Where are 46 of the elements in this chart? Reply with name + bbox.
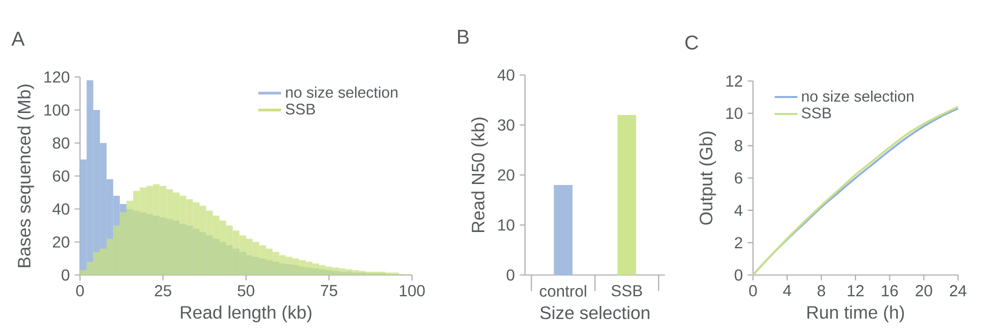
- x-tick-label: 12: [848, 285, 864, 296]
- x-tick-label: 16: [882, 285, 898, 296]
- y-tick-label: 12: [726, 75, 742, 87]
- y-tick-label: 80: [52, 137, 70, 149]
- x-tick-label: control: [540, 285, 586, 297]
- y-tick-label: 10: [726, 108, 742, 119]
- y-axis-title: Bases sequenced (Mb): [17, 84, 34, 268]
- y-tick-label: 6: [734, 172, 742, 184]
- y-tick-label: 40: [52, 203, 70, 215]
- y-tick-label: 0: [734, 269, 742, 281]
- y-tick-label: 60: [52, 170, 70, 182]
- chart-title: B: [458, 30, 469, 44]
- y-tick-label: 0: [506, 269, 514, 281]
- x-tick-label: 0: [749, 285, 757, 296]
- x-axis-title: Run time (h): [807, 306, 904, 322]
- x-tick-label: 25: [154, 285, 172, 296]
- x-tick-label: 75: [320, 285, 338, 296]
- x-tick-label: 20: [916, 285, 932, 296]
- x-tick-label: 100: [400, 285, 425, 296]
- y-tick-label: 20: [52, 236, 70, 248]
- x-tick-label: 4: [783, 285, 792, 296]
- x-tick-label: 0: [76, 285, 84, 296]
- y-tick-label: 30: [498, 119, 514, 131]
- x-tick-label: SSB: [612, 285, 642, 296]
- y-tick-label: 20: [498, 169, 514, 181]
- y-tick-label: 4: [734, 204, 742, 216]
- y-tick-label: 8: [734, 140, 742, 152]
- x-tick-label: 8: [818, 285, 826, 296]
- legend-label: no size selection: [802, 90, 914, 102]
- chart-title: C: [685, 35, 698, 50]
- y-axis-title: Read N50 (kb): [471, 118, 488, 232]
- y-tick-label: 2: [734, 237, 742, 248]
- legend-label: SSB: [802, 108, 831, 118]
- x-axis-title: Read length (kb): [180, 306, 312, 322]
- y-tick-label: 120: [44, 71, 70, 83]
- y-axis-title: Output (Gb): [699, 132, 716, 225]
- y-tick-label: 0: [62, 269, 70, 281]
- chart-title: A: [11, 32, 25, 46]
- legend-label: SSB: [286, 104, 315, 115]
- x-tick-label: 24: [950, 285, 966, 296]
- x-tick-label: 50: [238, 285, 254, 296]
- x-axis-title: Size selection: [540, 306, 650, 320]
- legend-label: no size selection: [286, 86, 398, 98]
- y-tick-label: 10: [498, 219, 514, 231]
- y-tick-label: 40: [498, 69, 514, 81]
- y-tick-label: 100: [44, 104, 70, 116]
